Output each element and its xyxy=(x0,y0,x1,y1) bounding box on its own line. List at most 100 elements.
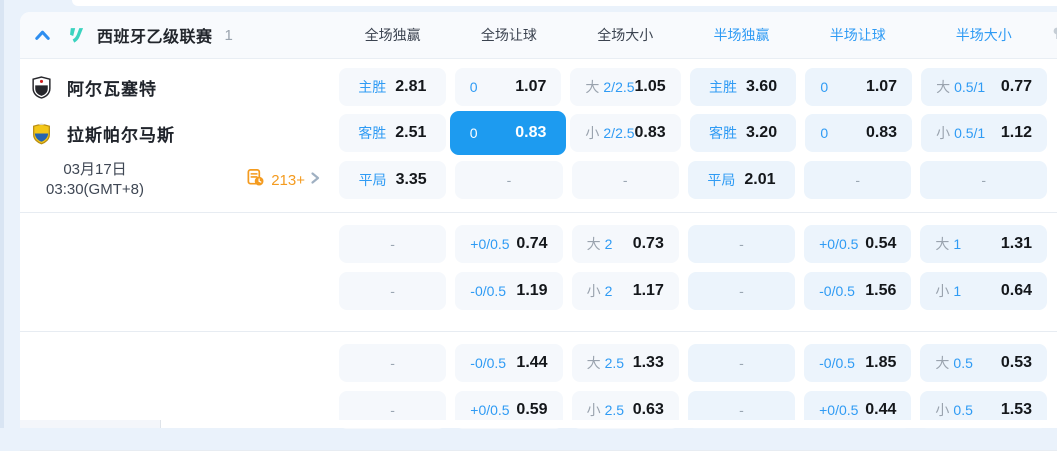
odds-value: 1.17 xyxy=(632,282,664,299)
odds-cell[interactable]: 0 0.83 xyxy=(805,114,913,152)
match-team-home[interactable]: 阿尔瓦塞特 xyxy=(20,75,330,100)
match-meta: 03月17日 03:30(GMT+8) 213+ xyxy=(20,160,330,201)
odds-cell[interactable]: 小 2 1.17 xyxy=(571,272,679,310)
odds-label: 大 0.5 xyxy=(935,355,973,371)
odds-cell[interactable]: 主胜 3.60 xyxy=(689,68,797,106)
odds-value: 3.60 xyxy=(745,78,778,95)
no-odds-dash: - xyxy=(739,355,744,371)
odds-label: 大 0.5/1 xyxy=(936,79,986,95)
odds-cell[interactable]: 大 2 0.73 xyxy=(571,225,679,263)
odds-cell[interactable]: 大 1 1.31 xyxy=(920,225,1047,263)
markets-list-icon xyxy=(246,168,265,192)
no-odds-dash: - xyxy=(981,172,987,189)
column-header-3: 全场大小 xyxy=(597,27,654,43)
odds-cell[interactable]: 客胜 3.20 xyxy=(689,114,797,152)
odds-cell-empty: - xyxy=(455,161,563,200)
odds-cell[interactable]: 平局 3.35 xyxy=(339,161,447,200)
column-header-6: 半场大小 xyxy=(955,27,1012,43)
odds-cell[interactable]: 0 1.07 xyxy=(805,68,913,106)
odds-label: 小 0.5 xyxy=(935,402,973,418)
odds-label: +0/0.5 xyxy=(470,236,510,252)
odds-value: 1.07 xyxy=(865,78,898,95)
odds-row: 拉斯帕尔马斯 客胜 2.51 0 0.83 小 2/2.5 0.83 客胜 3.20 0 0.83 小 0… xyxy=(20,111,1057,155)
odds-label: +0/0.5 xyxy=(819,402,859,418)
odds-label: +0/0.5 xyxy=(819,236,859,252)
odds-value: 1.53 xyxy=(1000,401,1032,418)
team-name: 阿尔瓦塞特 xyxy=(67,79,157,99)
odds-cell[interactable]: +0/0.5 0.74 xyxy=(455,225,563,263)
odds-cell[interactable]: 0 1.07 xyxy=(454,68,562,106)
odds-label: 0 xyxy=(820,125,829,141)
column-header-4: 半场独赢 xyxy=(713,27,770,43)
odds-value: 3.20 xyxy=(745,124,778,141)
odds-cell[interactable]: -0/0.5 1.44 xyxy=(455,344,563,382)
odds-value: 2.81 xyxy=(395,78,427,95)
odds-label: 大 2/2.5 xyxy=(585,79,635,95)
odds-value: 0.83 xyxy=(865,124,898,141)
markets-count: 213+ xyxy=(271,171,305,189)
odds-cell-empty: - xyxy=(687,344,796,382)
no-odds-dash: - xyxy=(739,283,744,299)
odds-cell[interactable]: 大 0.5/1 0.77 xyxy=(921,68,1047,106)
odds-group-2: - +0/0.5 0.74 大 2 0.73 - +0/0.5 0.54 大 1 1.31 - -0/0.… xyxy=(20,212,1057,331)
odds-label: 主胜 xyxy=(708,79,737,95)
odds-value: 0.59 xyxy=(516,401,548,418)
odds-value: 3.35 xyxy=(395,171,427,189)
odds-cell[interactable]: 0 0.83 xyxy=(449,111,567,155)
odds-cell-empty: - xyxy=(687,272,796,310)
odds-label: 大 2.5 xyxy=(586,355,625,371)
odds-label: 小 0.5/1 xyxy=(936,125,986,141)
odds-value: 0.44 xyxy=(865,401,897,418)
odds-cell[interactable]: 小 1 0.64 xyxy=(920,272,1047,310)
odds-cell[interactable]: 大 2.5 1.33 xyxy=(571,344,679,382)
odds-label: 主胜 xyxy=(358,79,387,95)
odds-label: 小 2.5 xyxy=(586,402,625,418)
odds-cell[interactable]: -0/0.5 1.19 xyxy=(455,272,563,310)
odds-label: -0/0.5 xyxy=(470,283,507,299)
more-markets-link[interactable]: 213+ xyxy=(246,168,322,192)
no-odds-dash: - xyxy=(622,172,628,189)
odds-row: 03月17日 03:30(GMT+8) 213+ 平局 3.35 - - 平局 2.01 - - xyxy=(20,160,1057,201)
odds-cell[interactable]: 主胜 2.81 xyxy=(339,68,446,106)
column-header-5: 半场让球 xyxy=(829,27,886,43)
match-team-away[interactable]: 拉斯帕尔马斯 xyxy=(20,121,330,146)
odds-value: 0.63 xyxy=(632,401,664,418)
odds-label: -0/0.5 xyxy=(470,355,507,371)
chevron-right-icon xyxy=(308,171,322,190)
odds-cell[interactable]: +0/0.5 0.54 xyxy=(804,225,912,263)
column-header-2: 全场让球 xyxy=(480,27,537,43)
odds-label: -0/0.5 xyxy=(819,355,855,371)
odds-row: - +0/0.5 0.74 大 2 0.73 - +0/0.5 0.54 大 1 1.31 xyxy=(20,225,1057,263)
odds-value: 0.73 xyxy=(632,235,664,252)
odds-label: 平局 xyxy=(707,172,736,189)
odds-row: - +0/0.5 0.59 小 2.5 0.63 - +0/0.5 0.44 小 0.5 1.53 xyxy=(20,391,1057,429)
league-match-count: 1 xyxy=(224,26,233,44)
odds-value: 1.12 xyxy=(1000,124,1032,141)
odds-value: 1.07 xyxy=(515,78,547,95)
odds-cell-empty: - xyxy=(920,161,1047,200)
odds-value: 0.54 xyxy=(865,235,897,252)
league-name: 西班牙乙级联赛 xyxy=(97,29,213,46)
team-name: 拉斯帕尔马斯 xyxy=(67,125,175,145)
team-badge-home-icon xyxy=(31,75,54,99)
odds-cell[interactable]: 大 0.5 0.53 xyxy=(920,344,1047,382)
page-left-strip xyxy=(0,0,4,428)
odds-cell[interactable]: 平局 2.01 xyxy=(687,161,796,200)
next-card-tab-stub xyxy=(20,420,161,428)
odds-cell[interactable]: 小 2/2.5 0.83 xyxy=(570,114,681,152)
odds-cell[interactable]: 小 0.5/1 1.12 xyxy=(921,114,1047,152)
odds-row: - -0/0.5 1.19 小 2 1.17 - -0/0.5 1.56 小 1 0.64 xyxy=(20,272,1057,310)
collapse-chevron-up-icon[interactable] xyxy=(33,26,52,45)
odds-value: 1.31 xyxy=(1000,235,1032,252)
odds-cell[interactable]: 大 2/2.5 1.05 xyxy=(570,68,681,106)
no-odds-dash: - xyxy=(739,236,744,252)
odds-cell[interactable]: -0/0.5 1.56 xyxy=(804,272,912,310)
no-odds-dash: - xyxy=(855,172,861,189)
pin-icon[interactable] xyxy=(1050,26,1057,45)
odds-group-1: 阿尔瓦塞特 主胜 2.81 0 1.07 大 2/2.5 1.05 主胜 3.60 0 1.07 大 0.… xyxy=(20,59,1057,212)
odds-label: 客胜 xyxy=(358,125,387,141)
odds-cell[interactable]: -0/0.5 1.85 xyxy=(804,344,912,382)
odds-cell[interactable]: 客胜 2.51 xyxy=(339,114,446,152)
